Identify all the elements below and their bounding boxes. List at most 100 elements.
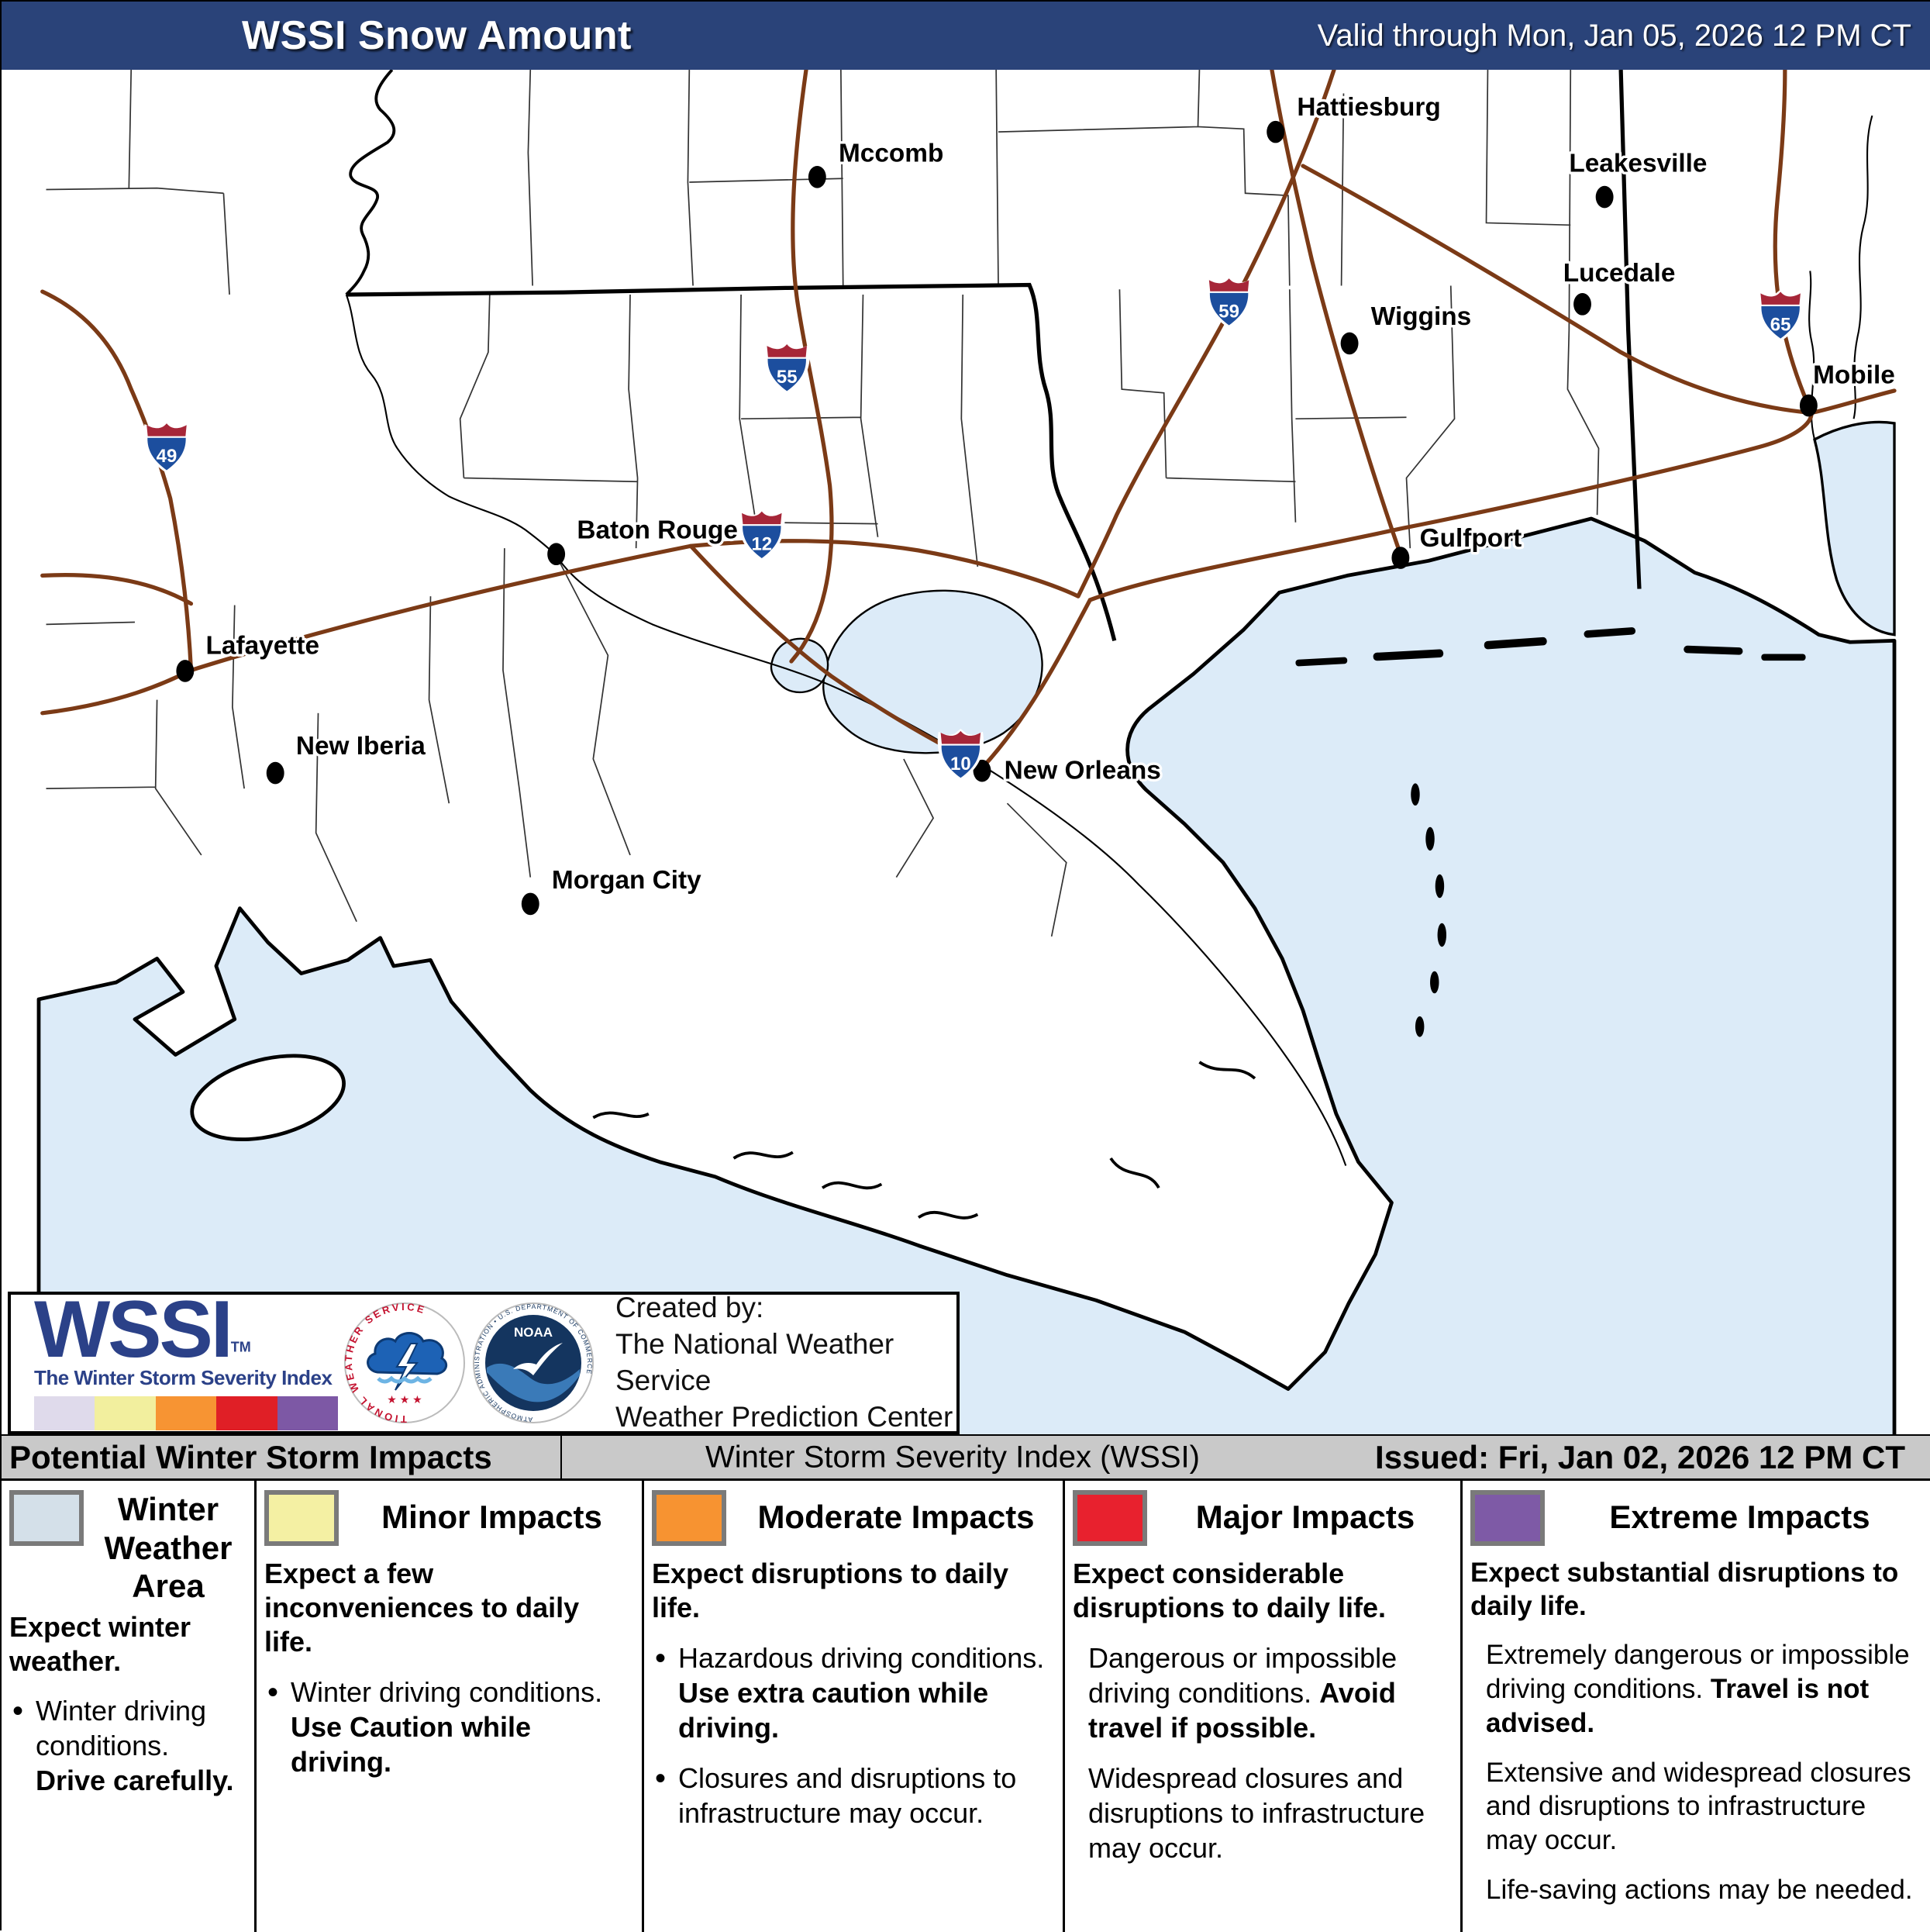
legend-item: Life-saving actions may be needed. [1486,1874,1913,1905]
legend-lead: Expect substantial disruptions to daily … [1470,1558,1899,1621]
interstate-shield-65: 65 [1757,289,1804,342]
info-bar: Potential Winter Storm Impacts Winter St… [2,1434,1930,1481]
ramp-winter-weather [34,1396,95,1430]
marsh-island [190,1054,346,1142]
legend-col-minor: Minor Impacts Expect a few inconvenience… [254,1481,642,1932]
city-dot [973,759,991,782]
legend-item: Winter driving conditions.Drive carefull… [9,1692,246,1798]
interstate-shields: 49 55 59 12 10 65 [143,276,1804,781]
legend-title: Extreme Impacts [1609,1499,1870,1535]
severity-color-ramp [34,1396,339,1430]
org-line-2: Weather Prediction Center [615,1400,953,1433]
major-impacts-swatch [1073,1490,1147,1546]
city-label: Wiggins [1371,302,1471,331]
city-dot [1267,120,1285,143]
wssi-wordmark: WSSI [34,1285,233,1375]
city-labels: Mccomb Hattiesburg Leakesville Lucedale … [203,91,1897,897]
city-dot [808,165,826,188]
city-dots [176,120,1818,916]
impacts-legend: Winter Weather Area Expect winter weathe… [2,1481,1930,1932]
city-label: Lafayette [206,632,320,661]
mississippi-river [345,68,396,296]
legend-item: Extensive and widespread closures and di… [1486,1757,1911,1856]
county-borders [46,69,1600,937]
wssi-tagline: The Winter Storm Severity Index [34,1365,333,1389]
city-dot [547,543,566,566]
map-canvas[interactable]: Mccomb Hattiesburg Leakesville Lucedale … [2,67,1930,1481]
winter-weather-swatch [9,1490,84,1546]
noaa-logo: NATIONAL OCEANIC AND ATMOSPHERIC ADMINIS… [471,1301,594,1423]
minor-impacts-swatch [264,1490,339,1546]
svg-text:65: 65 [1770,314,1791,335]
state-borders [346,69,1642,641]
legend-col-extreme: Extreme Impacts Expect substantial disru… [1460,1481,1930,1932]
interstate-shield-12: 12 [739,509,785,561]
interstate-shield-10: 10 [937,729,984,781]
legend-col-major: Major Impacts Expect considerable disrup… [1063,1481,1460,1932]
extreme-impacts-swatch [1470,1490,1545,1546]
lake-pontchartrain [822,589,1043,754]
city-label: New Iberia [296,732,426,761]
interstate-shield-49: 49 [143,421,190,473]
legend-item: Dangerous or impossible driving conditio… [1088,1641,1398,1744]
city-label: Morgan City [552,866,701,895]
nws-stars: ★ ★ ★ [387,1393,422,1406]
ramp-minor [95,1396,156,1430]
svg-text:55: 55 [777,367,798,388]
legend-item: Hazardous driving conditions. Use extra … [652,1639,1055,1745]
city-label: Leakesville [1569,150,1707,178]
page-title: WSSI Snow Amount [242,13,632,58]
city-label: Mccomb [839,139,943,167]
impacts-heading: Potential Winter Storm Impacts [9,1438,492,1475]
nws-logo: NATIONAL WEATHER SERVICE ★ ★ ★ [343,1301,465,1425]
ramp-extreme [277,1396,339,1430]
legend-item: Closures and disruptions to infrastructu… [652,1759,1055,1830]
city-dot [1391,547,1410,569]
created-by-label: Created by: [615,1292,764,1324]
legend-title: Winter Weather Area [104,1491,233,1605]
city-dot [176,660,195,682]
interstate-shield-55: 55 [763,342,810,394]
interstate-shield-59: 59 [1205,276,1253,329]
marsh-detail [592,1061,1256,1220]
legend-lead: Expect disruptions to daily life. [652,1558,1009,1623]
info-bar-left-box: Potential Winter Storm Impacts [2,1436,562,1478]
city-label: Hattiesburg [1297,93,1440,122]
ramp-major [216,1396,277,1430]
city-label: Baton Rouge [577,516,738,545]
barrier-islands [1295,627,1806,1037]
legend-title: Major Impacts [1195,1499,1415,1535]
city-dot [1799,394,1818,417]
city-dot [1573,293,1591,316]
city-dot [521,892,539,916]
legend-lead: Expect a few inconveniences to daily lif… [264,1558,580,1658]
city-dot [1595,185,1614,209]
svg-text:12: 12 [751,534,772,555]
legend-col-winter-weather: Winter Weather Area Expect winter weathe… [2,1481,254,1932]
legend-item: Widespread closures and disruptions to i… [1088,1761,1425,1864]
valid-through-text: Valid through Mon, Jan 05, 2026 12 PM CT [1317,19,1911,53]
wssi-index-label: Winter Storm Severity Index (WSSI) [705,1440,1200,1474]
city-label: Mobile [1813,361,1895,389]
ramp-moderate [155,1396,217,1430]
created-by-block: Created by: The National Weather Service… [615,1290,956,1436]
gulf-water [36,516,1897,1481]
org-line-1: The National Weather Service [615,1328,894,1396]
legend-lead: Expect winter weather. [9,1610,191,1677]
issued-timestamp: Issued: Fri, Jan 02, 2026 12 PM CT [1375,1438,1905,1475]
city-label: Gulfport [1420,524,1522,553]
weather-map-svg: Mccomb Hattiesburg Leakesville Lucedale … [36,67,1897,1481]
title-bar: WSSI Snow Amount Valid through Mon, Jan … [2,2,1930,70]
trademark-symbol: TM [230,1339,251,1355]
legend-title: Moderate Impacts [757,1499,1035,1535]
wssi-logo: WSSITM The Winter Storm Severity Index [11,1285,339,1430]
noaa-wordmark: NOAA [514,1325,553,1340]
city-dot [266,761,284,785]
city-label: Lucedale [1563,259,1676,288]
legend-item: Winter driving conditions. Use Caution w… [264,1673,634,1779]
legend-lead: Expect considerable disruptions to daily… [1073,1558,1387,1623]
city-label: New Orleans [1005,757,1161,785]
legend-col-moderate: Moderate Impacts Expect disruptions to d… [642,1481,1063,1932]
credit-box: WSSITM The Winter Storm Severity Index N… [8,1285,960,1436]
